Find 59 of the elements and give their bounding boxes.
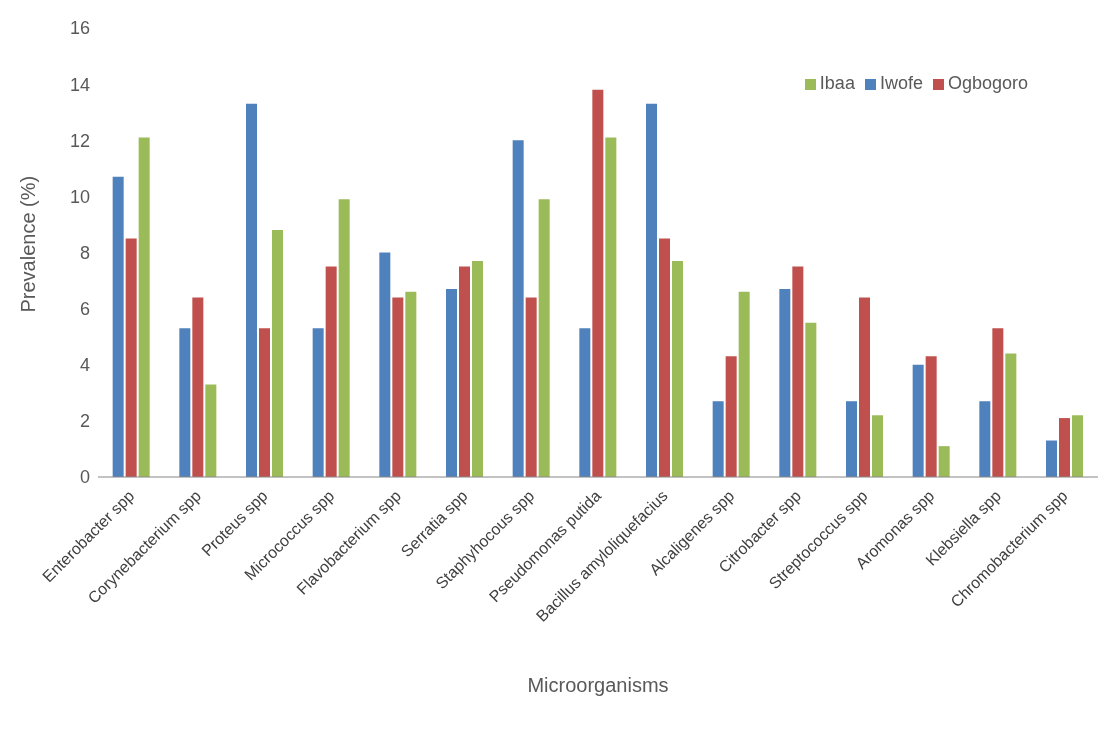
bar bbox=[1059, 418, 1070, 477]
bar bbox=[592, 89, 604, 477]
bar bbox=[525, 297, 537, 477]
bar bbox=[472, 260, 483, 477]
bar bbox=[325, 266, 337, 477]
y-tick-label: 10 bbox=[69, 186, 90, 207]
bar bbox=[246, 103, 257, 477]
bar bbox=[338, 199, 350, 477]
bar bbox=[859, 297, 870, 477]
bar bbox=[379, 252, 391, 477]
bar bbox=[725, 356, 737, 477]
bar bbox=[992, 328, 1004, 477]
bar bbox=[792, 266, 804, 477]
bar bbox=[259, 328, 270, 477]
y-tick-label: 4 bbox=[79, 355, 90, 376]
bar bbox=[192, 297, 204, 477]
bar bbox=[1072, 415, 1083, 477]
bar bbox=[912, 364, 924, 477]
y-tick-label: 12 bbox=[69, 130, 90, 151]
bar bbox=[272, 230, 283, 477]
bar bbox=[805, 322, 817, 477]
bar bbox=[125, 238, 137, 477]
bar bbox=[405, 291, 417, 477]
y-tick-label: 8 bbox=[79, 242, 90, 263]
bar bbox=[925, 356, 937, 477]
bar bbox=[138, 137, 150, 477]
legend-label: Ogbogoro bbox=[947, 73, 1028, 93]
bar bbox=[538, 199, 550, 477]
y-tick-label: 0 bbox=[79, 467, 90, 488]
bar bbox=[459, 266, 470, 477]
bar bbox=[672, 260, 683, 477]
bar bbox=[179, 328, 191, 477]
bar bbox=[938, 446, 950, 477]
bar bbox=[205, 384, 217, 477]
bar bbox=[446, 288, 457, 477]
bar bbox=[392, 297, 404, 477]
x-axis-title: Microorganisms bbox=[527, 674, 669, 696]
bar bbox=[659, 238, 670, 477]
bar bbox=[1005, 353, 1017, 477]
bar bbox=[846, 401, 857, 477]
y-tick-label: 6 bbox=[79, 299, 90, 320]
bar bbox=[579, 328, 591, 477]
y-tick-label: 16 bbox=[69, 18, 90, 39]
bar bbox=[979, 401, 991, 477]
legend-label: Iwofe bbox=[879, 73, 923, 93]
y-tick-label: 14 bbox=[69, 74, 90, 95]
bar bbox=[646, 103, 657, 477]
bar bbox=[112, 176, 124, 477]
bar bbox=[312, 328, 324, 477]
bar bbox=[512, 140, 524, 477]
bar bbox=[779, 288, 791, 477]
y-axis-title: Prevalence (%) bbox=[17, 175, 40, 313]
bar bbox=[738, 291, 750, 477]
bar bbox=[1046, 440, 1057, 477]
y-tick-label: 2 bbox=[79, 411, 90, 432]
bar bbox=[605, 137, 617, 477]
legend-label: Ibaa bbox=[819, 73, 855, 93]
bar bbox=[872, 415, 883, 477]
bar bbox=[712, 401, 724, 477]
